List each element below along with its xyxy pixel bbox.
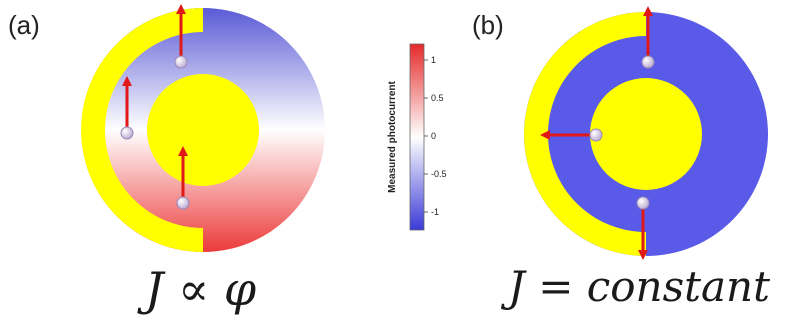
formula-b: J = constant xyxy=(508,262,770,311)
arrowhead-b-top xyxy=(643,6,653,16)
disk-a-yellow-crescent xyxy=(81,8,203,252)
disk-b xyxy=(524,12,768,256)
colorbar-tick-label: -1 xyxy=(431,207,439,217)
particle-a-bottom xyxy=(176,196,190,210)
arrows-a xyxy=(120,4,190,210)
particle-b-bottom xyxy=(636,196,650,210)
disk-b-yellow-crescent xyxy=(524,12,646,256)
panel-a-label: (a) xyxy=(8,10,40,40)
particle-b-top xyxy=(641,55,655,69)
arrows-b xyxy=(540,6,655,260)
colorbar-tick-label: 0 xyxy=(431,131,436,141)
colorbar-bar xyxy=(409,43,425,231)
colorbar-tick-label: -0.5 xyxy=(431,169,447,179)
arrowhead-a-left xyxy=(122,76,132,86)
arrowhead-b-bottom xyxy=(638,250,648,260)
panel-b-label: (b) xyxy=(472,10,504,40)
disk-a-core xyxy=(147,74,259,186)
disk-a xyxy=(81,8,325,252)
colorbar-title: Measured photocurrent xyxy=(387,80,398,192)
arrowhead-a-top xyxy=(176,4,186,14)
particle-a-top xyxy=(174,55,188,69)
colorbar-tick-label: 0.5 xyxy=(431,93,444,103)
arrowhead-a-bottom xyxy=(178,146,188,156)
particle-a-left xyxy=(120,126,134,140)
formula-a: J ∝ φ xyxy=(145,262,257,316)
colorbar-ticks xyxy=(424,59,428,213)
colorbar: Measured photocurrent 1 0.5 0 -0.5 -1 xyxy=(387,43,447,231)
particle-b-left xyxy=(589,128,603,142)
disk-b-core xyxy=(590,78,702,190)
arrowhead-b-left xyxy=(540,130,550,140)
colorbar-tick-label: 1 xyxy=(431,55,436,65)
